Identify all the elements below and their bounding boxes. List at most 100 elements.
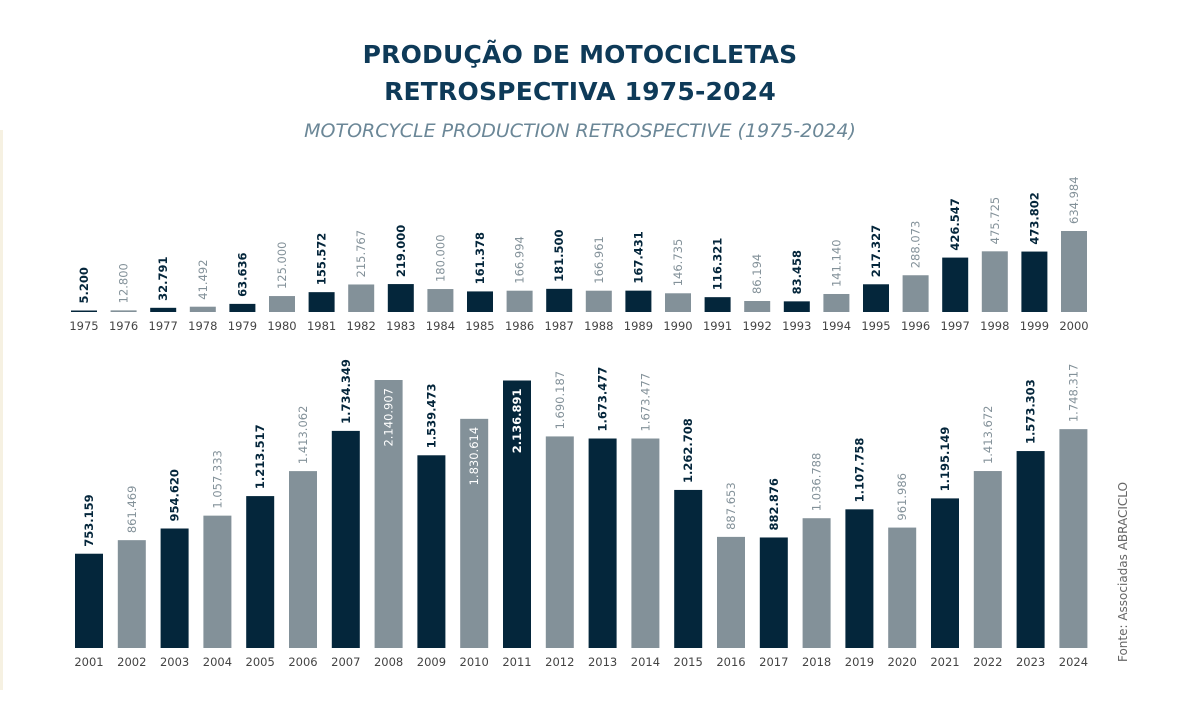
bar-2000 <box>1061 231 1087 312</box>
bar-1988 <box>585 290 612 312</box>
tick-label-2017: 2017 <box>759 655 788 669</box>
bar-1984 <box>427 289 454 312</box>
tick-label-1981: 1981 <box>307 319 336 333</box>
value-label-2004: 1.057.333 <box>210 450 224 509</box>
value-label-1987: 181.500 <box>552 229 566 281</box>
tick-label-1985: 1985 <box>465 319 494 333</box>
tick-label-2021: 2021 <box>930 655 959 669</box>
tick-label-1987: 1987 <box>545 319 574 333</box>
tick-label-1999: 1999 <box>1020 319 1049 333</box>
tick-label-2010: 2010 <box>460 655 489 669</box>
bar-2004 <box>203 515 232 648</box>
value-label-2015: 1.262.708 <box>681 418 695 483</box>
value-label-1980: 125.000 <box>275 241 289 289</box>
tick-label-1996: 1996 <box>901 319 930 333</box>
value-label-1992: 86.194 <box>750 254 764 294</box>
bar-1990 <box>665 293 691 312</box>
tick-label-2003: 2003 <box>160 655 189 669</box>
bar-1993 <box>783 301 810 312</box>
tick-label-1995: 1995 <box>861 319 890 333</box>
tick-label-1977: 1977 <box>149 319 178 333</box>
bar-2006 <box>289 471 317 648</box>
tick-label-1998: 1998 <box>980 319 1009 333</box>
bar-1996 <box>902 275 929 312</box>
tick-label-1986: 1986 <box>505 319 534 333</box>
bar-2002 <box>117 540 146 648</box>
value-label-2002: 861.469 <box>125 486 139 534</box>
tick-label-1991: 1991 <box>703 319 732 333</box>
value-label-2018: 1.036.788 <box>810 453 824 512</box>
tick-label-1988: 1988 <box>584 319 613 333</box>
value-label-1977: 32.791 <box>156 256 170 300</box>
bar-2008 <box>374 380 403 648</box>
value-label-1993: 83.458 <box>790 250 804 294</box>
tick-label-2022: 2022 <box>973 655 1002 669</box>
tick-label-2004: 2004 <box>203 655 232 669</box>
value-label-2010: 1.830.614 <box>467 427 481 486</box>
tick-label-2002: 2002 <box>117 655 146 669</box>
chart-title-line-1: PRODUÇÃO DE MOTOCICLETAS <box>362 40 798 69</box>
bar-1981 <box>308 292 335 312</box>
value-label-1988: 166.961 <box>592 236 606 284</box>
value-label-1998: 475.725 <box>988 197 1002 245</box>
chart-panel-top: 1975 5.200 1976 12.800 1977 32.791 1978 41.492 1… <box>69 176 1088 333</box>
value-label-2001: 753.159 <box>82 494 96 546</box>
bar-1982 <box>348 284 375 312</box>
bar-2009 <box>417 455 446 648</box>
bar-1989 <box>625 290 652 312</box>
value-label-1995: 217.327 <box>869 225 883 277</box>
chart-title-line-2: RETROSPECTIVA 1975-2024 <box>384 77 776 106</box>
tick-label-2007: 2007 <box>331 655 360 669</box>
left-edge-strip <box>0 130 3 690</box>
value-label-2005: 1.213.517 <box>253 424 267 489</box>
value-label-2000: 634.984 <box>1067 176 1081 224</box>
value-label-2016: 887.653 <box>724 482 738 530</box>
tick-label-1984: 1984 <box>426 319 455 333</box>
value-label-2012: 1.690.187 <box>553 371 567 430</box>
chart-subtitle: MOTORCYCLE PRODUCTION RETROSPECTIVE (197… <box>304 120 856 142</box>
tick-label-1982: 1982 <box>347 319 376 333</box>
bar-1994 <box>823 293 850 312</box>
value-label-2013: 1.673.477 <box>596 367 610 432</box>
tick-label-2020: 2020 <box>888 655 917 669</box>
tick-label-1978: 1978 <box>188 319 217 333</box>
value-label-1983: 219.000 <box>394 225 408 277</box>
bar-1979 <box>229 303 256 312</box>
value-label-1981: 155.572 <box>315 233 329 285</box>
value-label-1976: 12.800 <box>117 263 131 303</box>
bar-2020 <box>888 527 917 648</box>
bar-1997 <box>942 257 969 312</box>
tick-label-2023: 2023 <box>1016 655 1045 669</box>
bar-2016 <box>717 536 745 648</box>
bar-2022 <box>973 471 1002 648</box>
bar-1975 <box>71 310 97 312</box>
bar-2018 <box>802 518 831 648</box>
tick-label-1992: 1992 <box>743 319 772 333</box>
value-label-2024: 1.748.317 <box>1066 364 1080 423</box>
tick-label-2005: 2005 <box>246 655 275 669</box>
value-label-1986: 166.994 <box>513 236 527 284</box>
bar-2019 <box>845 509 874 648</box>
value-label-1984: 180.000 <box>433 234 447 282</box>
tick-label-2013: 2013 <box>588 655 617 669</box>
bar-1998 <box>981 251 1008 312</box>
bar-1980 <box>269 296 295 312</box>
tick-label-1983: 1983 <box>386 319 415 333</box>
value-label-1982: 215.767 <box>354 230 368 278</box>
bar-2005 <box>246 496 275 648</box>
tick-label-1990: 1990 <box>663 319 692 333</box>
tick-label-2014: 2014 <box>631 655 660 669</box>
tick-label-2019: 2019 <box>845 655 874 669</box>
bar-2013 <box>588 438 617 648</box>
value-label-1991: 116.321 <box>711 238 725 290</box>
chart-panel-bottom: 2001 753.159 2002 861.469 2003 954.620 2004 1.0… <box>74 359 1088 669</box>
tick-label-1993: 1993 <box>782 319 811 333</box>
tick-label-1997: 1997 <box>941 319 970 333</box>
bar-2021 <box>931 498 959 648</box>
bar-1985 <box>467 291 493 312</box>
value-label-2023: 1.573.303 <box>1024 379 1038 444</box>
value-label-2021: 1.195.149 <box>938 427 952 492</box>
tick-label-2016: 2016 <box>716 655 745 669</box>
value-label-1989: 167.431 <box>631 231 645 283</box>
